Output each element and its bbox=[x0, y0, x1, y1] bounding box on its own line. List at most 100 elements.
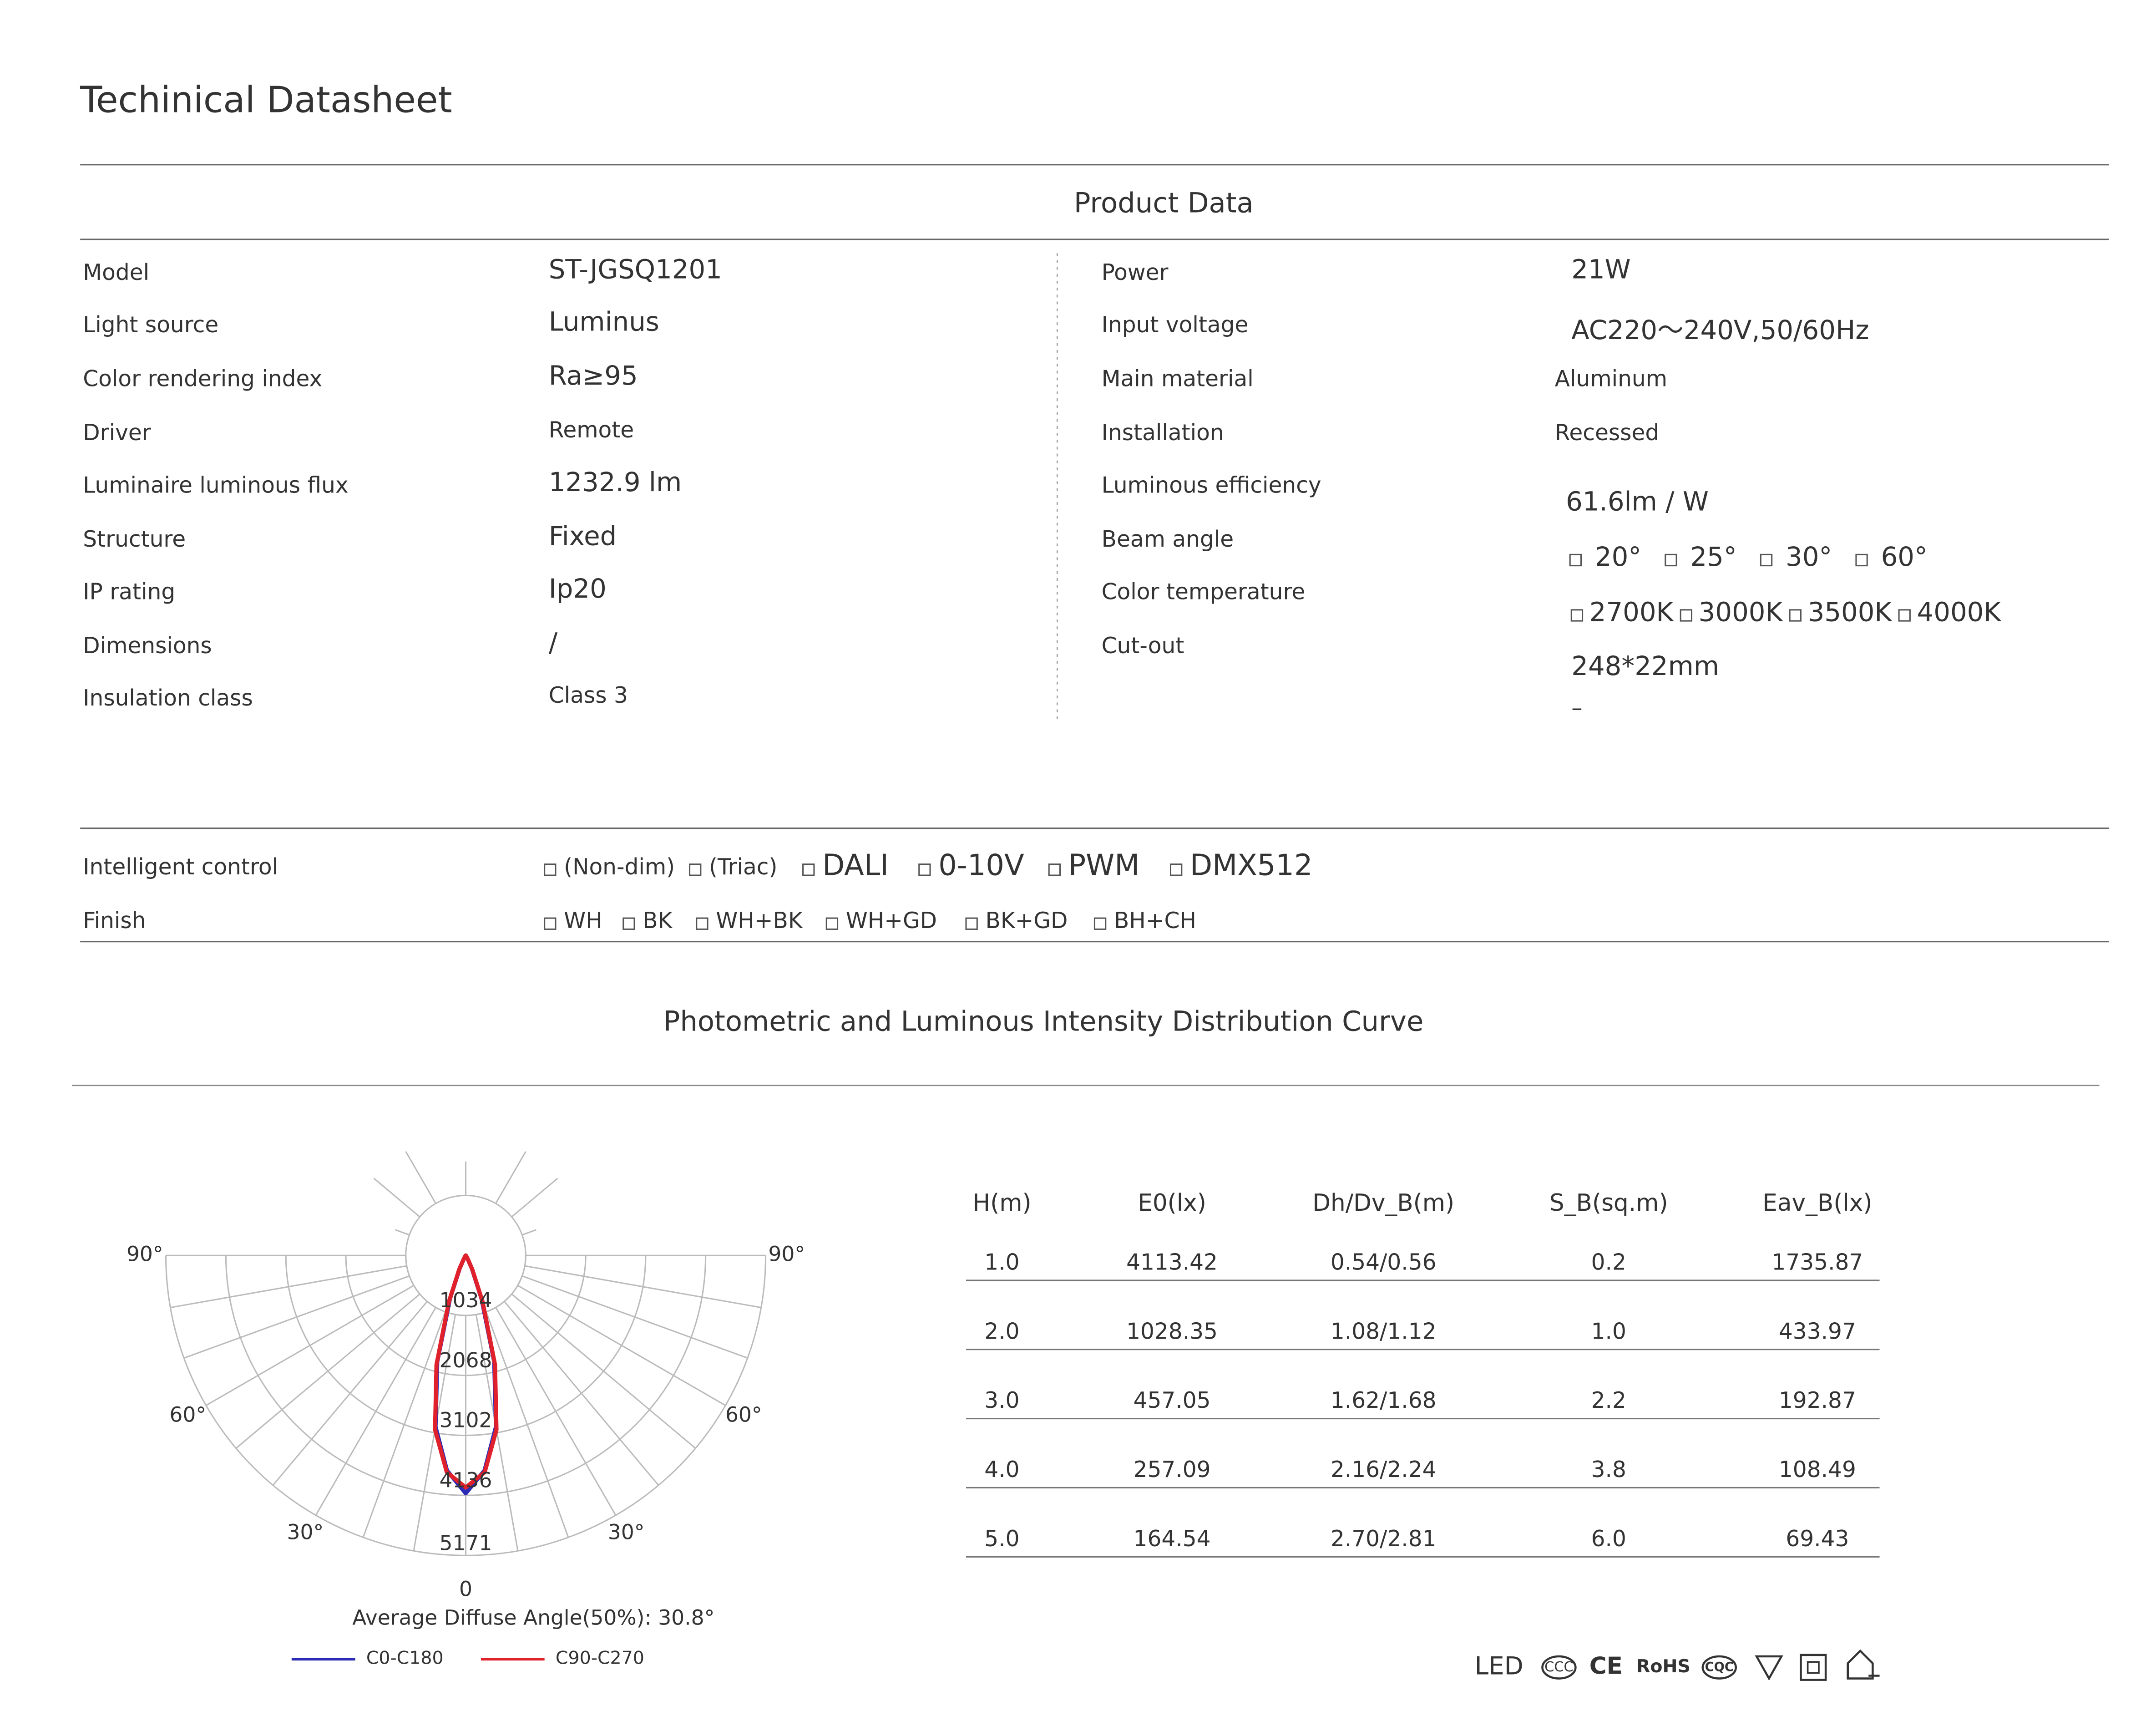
option: 25° bbox=[1690, 541, 1736, 572]
column-header: Dh/Dv_B(m) bbox=[1312, 1189, 1454, 1217]
option: 2700K bbox=[1589, 597, 1675, 628]
angle-label: 30° bbox=[287, 1520, 324, 1544]
checkbox bbox=[544, 917, 557, 930]
field-label: Color temperature bbox=[1102, 579, 1306, 604]
grid-arc bbox=[405, 1255, 526, 1316]
caption: Average Diffuse Angle(50%): 30.8° bbox=[352, 1605, 714, 1630]
checkbox bbox=[623, 917, 635, 930]
option: BK bbox=[643, 908, 673, 934]
field-value: Remote bbox=[549, 417, 634, 443]
spoke bbox=[395, 1229, 410, 1236]
field-value: Aluminum bbox=[1555, 366, 1667, 392]
table-cell: 192.87 bbox=[1779, 1388, 1856, 1413]
table-cell: 2.2 bbox=[1591, 1388, 1626, 1413]
field-value: 21W bbox=[1571, 254, 1630, 284]
option: 30° bbox=[1786, 541, 1832, 572]
grid-arc bbox=[285, 1255, 647, 1436]
option: 4000K bbox=[1917, 597, 2002, 628]
cert-ring bbox=[1541, 1655, 1577, 1680]
field-value: 1232.9 lm bbox=[549, 467, 682, 498]
field-label: Cut-out bbox=[1102, 633, 1184, 659]
option: (Triac) bbox=[709, 854, 777, 880]
field-label: Insulation class bbox=[83, 685, 253, 711]
section-title: Product Data bbox=[1074, 188, 1254, 219]
field-value: Recessed bbox=[1555, 420, 1659, 446]
legend-label: C90-C270 bbox=[556, 1648, 644, 1669]
field-label: Light source bbox=[83, 312, 218, 338]
option-label: Intelligent control bbox=[83, 854, 278, 880]
checkbox bbox=[1665, 553, 1677, 567]
table-cell: 69.43 bbox=[1786, 1526, 1849, 1552]
spoke bbox=[521, 1229, 536, 1236]
table-cell: 1.08/1.12 bbox=[1331, 1319, 1437, 1344]
table-cell: 4.0 bbox=[984, 1457, 1019, 1482]
checkbox bbox=[1789, 609, 1802, 622]
field-label: Power bbox=[1102, 260, 1169, 285]
table-cell: 2.0 bbox=[984, 1319, 1019, 1344]
table-cell: 164.54 bbox=[1134, 1526, 1211, 1552]
checkbox bbox=[1048, 863, 1061, 876]
checkbox bbox=[689, 863, 702, 876]
table-cell: 1028.35 bbox=[1126, 1319, 1218, 1344]
spoke bbox=[495, 1151, 526, 1204]
table-cell: 2.16/2.24 bbox=[1331, 1457, 1437, 1482]
field-label: Color rendering index bbox=[83, 366, 322, 392]
r-tick-label: 1034 bbox=[440, 1288, 492, 1312]
field-value: Ip20 bbox=[549, 573, 607, 604]
certification: CQC bbox=[1705, 1660, 1734, 1674]
column-header: Eav_B(lx) bbox=[1762, 1189, 1872, 1217]
legend-label: C0-C180 bbox=[366, 1648, 444, 1669]
intensity-curve bbox=[433, 1253, 499, 1490]
table-cell: 4113.42 bbox=[1126, 1249, 1218, 1275]
table-cell: 433.97 bbox=[1779, 1319, 1856, 1344]
table-cell: 0.54/0.56 bbox=[1331, 1249, 1437, 1275]
option: (Non-dim) bbox=[564, 854, 675, 880]
field-label: Driver bbox=[83, 420, 151, 446]
table-cell: 3.8 bbox=[1591, 1457, 1626, 1482]
option: WH bbox=[564, 908, 602, 934]
field-value: Class 3 bbox=[549, 683, 628, 708]
field-label: Model bbox=[83, 260, 149, 285]
certification: CE bbox=[1589, 1652, 1623, 1680]
checkbox bbox=[1855, 553, 1868, 567]
angle-label: 60° bbox=[169, 1402, 206, 1427]
checkbox bbox=[965, 917, 978, 930]
grid-arc bbox=[345, 1255, 587, 1376]
option-label: Finish bbox=[83, 908, 146, 934]
spoke bbox=[511, 1178, 558, 1218]
table-cell: 1.62/1.68 bbox=[1331, 1388, 1437, 1413]
field-value: Fixed bbox=[549, 521, 617, 552]
field-value: 61.6lm / W bbox=[1566, 486, 1709, 517]
option: 3500K bbox=[1808, 597, 1893, 628]
cert-icon bbox=[1847, 1649, 1880, 1680]
checkbox bbox=[544, 863, 557, 876]
cert-ring bbox=[1701, 1655, 1737, 1680]
option: DMX512 bbox=[1190, 848, 1313, 882]
checkbox bbox=[825, 917, 839, 930]
table-cell: 6.0 bbox=[1591, 1526, 1626, 1552]
option: BH+CH bbox=[1114, 908, 1196, 934]
column-header: S_B(sq.m) bbox=[1549, 1189, 1668, 1217]
spoke bbox=[405, 1151, 436, 1204]
table-cell: 2.70/2.81 bbox=[1331, 1526, 1437, 1552]
option: 20° bbox=[1595, 541, 1641, 572]
table-cell: 3.0 bbox=[984, 1388, 1019, 1413]
checkbox bbox=[1569, 553, 1582, 567]
spoke bbox=[373, 1178, 420, 1218]
checkbox bbox=[1570, 609, 1584, 622]
field-label: Dimensions bbox=[83, 633, 212, 659]
field-label: Luminous efficiency bbox=[1102, 473, 1321, 498]
option: 60° bbox=[1881, 541, 1928, 572]
field-label: Installation bbox=[1102, 420, 1224, 446]
column-header: E0(lx) bbox=[1138, 1189, 1206, 1217]
checkbox bbox=[1898, 609, 1911, 622]
certification: RoHS bbox=[1636, 1656, 1690, 1677]
field-value: / bbox=[549, 627, 558, 658]
r-tick-label: 4136 bbox=[440, 1468, 492, 1492]
checkbox bbox=[1169, 863, 1183, 876]
angle-label: 60° bbox=[725, 1402, 762, 1427]
table-cell: 1.0 bbox=[984, 1249, 1019, 1275]
